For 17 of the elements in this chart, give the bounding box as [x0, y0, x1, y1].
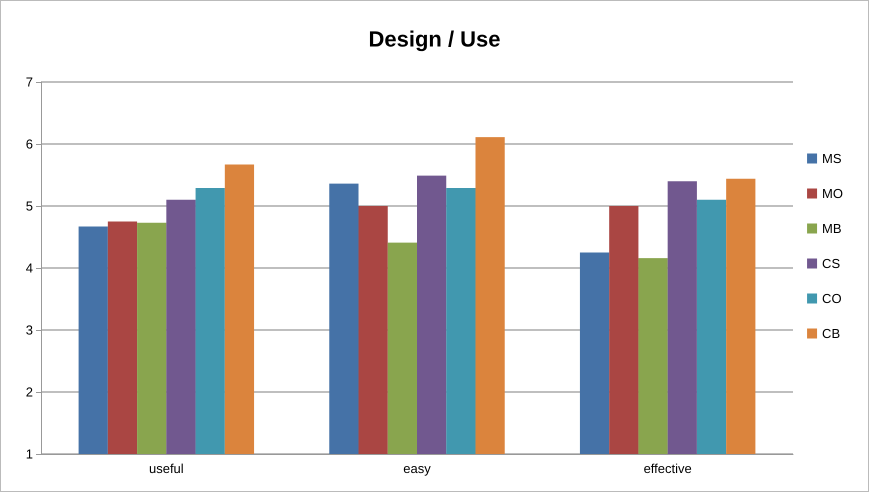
y-tick-label: 6	[26, 136, 33, 152]
chart-title: Design / Use	[368, 26, 501, 52]
y-tick-label: 5	[26, 198, 33, 214]
x-tick-label: easy	[403, 461, 432, 476]
y-tick-label: 4	[26, 260, 33, 276]
y-tick-label: 2	[26, 384, 33, 400]
legend-label: CB	[822, 326, 840, 341]
legend-label: MO	[822, 186, 844, 201]
y-tick-label: 7	[26, 74, 33, 90]
x-tick-label: effective	[644, 461, 692, 476]
legend-label: CS	[822, 256, 840, 271]
y-tick-label: 1	[26, 446, 33, 462]
legend-label: CO	[822, 291, 842, 306]
x-tick-label: useful	[148, 461, 184, 476]
y-tick-label: 3	[26, 322, 33, 338]
legend-label: MB	[822, 221, 842, 236]
legend-label: MS	[822, 151, 842, 166]
